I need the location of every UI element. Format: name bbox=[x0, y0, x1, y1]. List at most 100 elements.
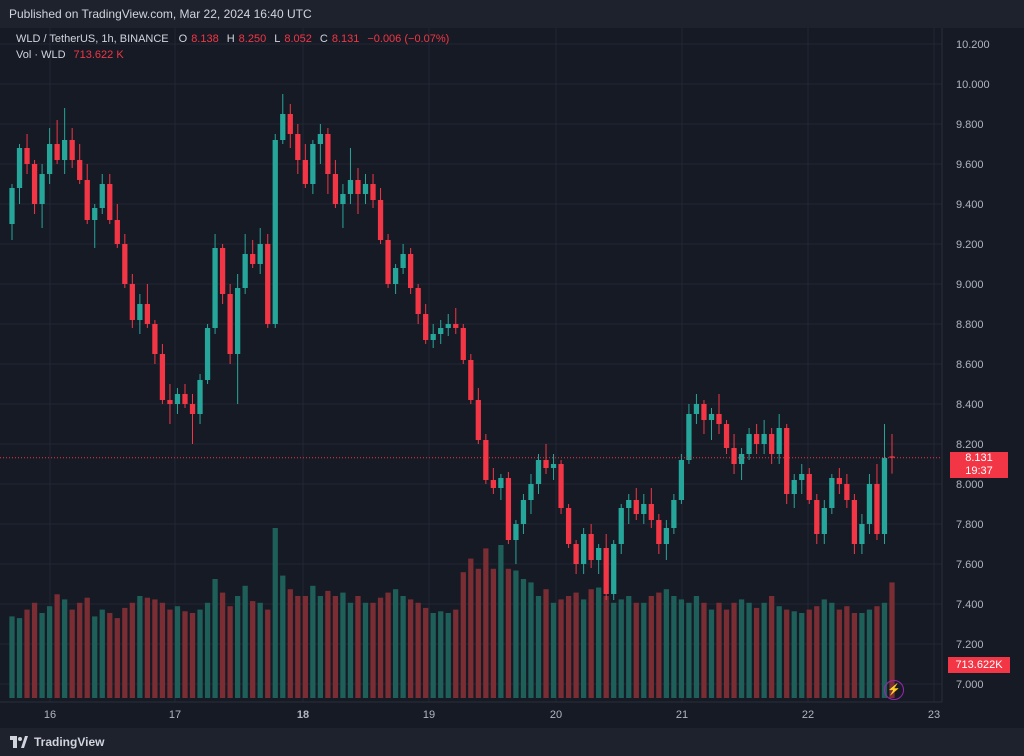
candle-body bbox=[377, 200, 384, 240]
volume-bar bbox=[528, 582, 534, 698]
candle-body bbox=[558, 464, 564, 508]
candle-body bbox=[814, 500, 820, 534]
candle-body bbox=[152, 324, 158, 354]
volume-bar bbox=[784, 609, 790, 698]
time-tick-label: 22 bbox=[802, 709, 814, 721]
candle-body bbox=[656, 520, 662, 544]
candle-body bbox=[174, 394, 181, 404]
volume-bar bbox=[272, 528, 278, 698]
candle-body bbox=[596, 548, 602, 560]
volume-bar bbox=[24, 609, 30, 698]
candle-body bbox=[69, 140, 75, 160]
volume-bar bbox=[859, 613, 865, 698]
volume-bar bbox=[317, 596, 324, 698]
volume-bar bbox=[287, 589, 293, 698]
candle-body bbox=[317, 134, 324, 144]
volume-label[interactable]: Vol · WLD bbox=[16, 49, 66, 61]
candle-body bbox=[498, 478, 504, 488]
price-tick-label: 9.000 bbox=[956, 279, 984, 291]
candle-body bbox=[24, 148, 30, 164]
volume-bar bbox=[588, 589, 594, 698]
volume-bar bbox=[550, 602, 557, 698]
volume-bar bbox=[844, 606, 850, 698]
candle-body bbox=[204, 328, 211, 380]
candle-body bbox=[167, 400, 173, 404]
candle-body bbox=[355, 180, 361, 194]
volume-bar bbox=[137, 596, 143, 698]
volume-bar bbox=[716, 602, 722, 698]
volume-bar bbox=[648, 596, 654, 698]
candle-body bbox=[400, 254, 406, 268]
candle-body bbox=[189, 404, 196, 414]
volume-bar bbox=[84, 597, 90, 698]
volume-bar bbox=[167, 609, 173, 698]
volume-bar bbox=[821, 599, 827, 698]
candle-body bbox=[445, 324, 451, 328]
volume-bar bbox=[776, 606, 782, 698]
volume-bar bbox=[99, 609, 105, 698]
price-tick-label: 7.000 bbox=[956, 679, 984, 691]
candle-body bbox=[438, 328, 444, 334]
candle-body bbox=[430, 334, 436, 340]
published-info: Published on TradingView.com, Mar 22, 20… bbox=[9, 7, 312, 21]
close-value: 8.131 bbox=[331, 33, 360, 45]
volume-bar bbox=[310, 585, 316, 698]
volume-value: 713.622 K bbox=[73, 49, 124, 61]
volume-bar bbox=[814, 606, 820, 698]
candle-body bbox=[588, 534, 594, 560]
brand-name: TradingView bbox=[34, 735, 105, 749]
volume-bar bbox=[806, 609, 812, 698]
volume-bar bbox=[881, 602, 888, 698]
candle-body bbox=[874, 484, 880, 534]
volume-bar bbox=[580, 599, 587, 698]
volume-bar bbox=[122, 607, 128, 698]
lightning-icon[interactable]: ⚡ bbox=[884, 680, 904, 700]
volume-bar bbox=[152, 599, 158, 698]
volume-bar bbox=[362, 602, 369, 698]
candle-body bbox=[212, 248, 218, 328]
volume-bar bbox=[520, 579, 527, 698]
candle-body bbox=[265, 244, 271, 324]
volume-bar bbox=[355, 596, 361, 698]
candle-body bbox=[92, 208, 98, 220]
volume-bar bbox=[753, 607, 760, 698]
candle-body bbox=[235, 288, 241, 354]
candle-body bbox=[565, 508, 572, 544]
candle-body bbox=[769, 434, 775, 454]
low-label: L bbox=[274, 33, 281, 45]
volume-bar bbox=[543, 589, 549, 698]
volume-bar bbox=[92, 616, 98, 698]
time-tick-label: 16 bbox=[44, 709, 56, 721]
candle-body bbox=[280, 114, 286, 140]
bar-countdown: 19:37 bbox=[965, 465, 993, 477]
volume-bar bbox=[430, 613, 436, 698]
candle-body bbox=[505, 478, 512, 540]
price-tick-label: 7.200 bbox=[956, 639, 984, 651]
candle-body bbox=[528, 484, 534, 500]
candle-body bbox=[182, 394, 188, 404]
candle-body bbox=[219, 248, 226, 294]
candle-body bbox=[791, 480, 797, 494]
volume-bar bbox=[250, 601, 256, 698]
candle-body bbox=[851, 500, 858, 544]
candlestick-chart[interactable]: 10.200 10.000 9.800 9.600 9.400 9.200 9.000 8.8… bbox=[0, 28, 1024, 728]
volume-bar bbox=[701, 602, 707, 698]
chart-area[interactable]: 10.200 10.000 9.800 9.600 9.400 9.200 9.000 8.8… bbox=[0, 28, 1024, 728]
volume-bar bbox=[385, 592, 391, 698]
tradingview-logo[interactable]: TradingView bbox=[10, 735, 104, 749]
candle-body bbox=[332, 174, 339, 204]
current-price-tag: 8.131 19:37 bbox=[950, 452, 1008, 478]
volume-bar bbox=[377, 597, 384, 698]
candle-body bbox=[543, 460, 549, 468]
candle-body bbox=[460, 328, 466, 360]
open-value: 8.138 bbox=[191, 33, 219, 45]
candle-body bbox=[159, 354, 166, 400]
volume-bar bbox=[400, 596, 406, 698]
volume-bar bbox=[468, 558, 474, 698]
volume-bar bbox=[219, 592, 226, 698]
candle-body bbox=[626, 500, 632, 508]
symbol-name[interactable]: WLD / TetherUS, 1h, BINANCE bbox=[16, 33, 169, 45]
volume-bar bbox=[498, 545, 504, 698]
volume-bar bbox=[392, 589, 399, 698]
candle-body bbox=[84, 180, 90, 220]
